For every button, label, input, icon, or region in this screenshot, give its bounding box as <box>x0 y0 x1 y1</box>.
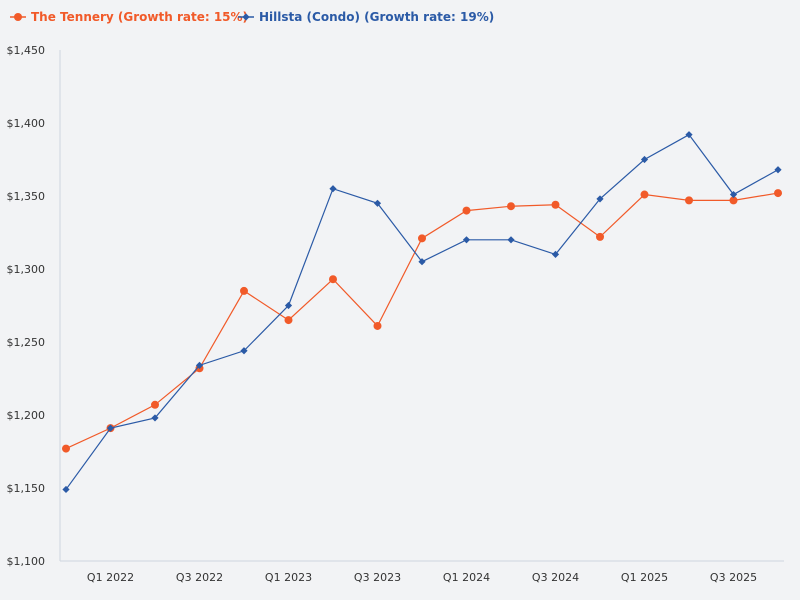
data-point[interactable] <box>729 196 738 205</box>
legend: The Tennery (Growth rate: 15%) Hillsta (C… <box>10 10 494 24</box>
data-point[interactable] <box>551 200 560 209</box>
series-line <box>65 133 779 490</box>
data-point[interactable] <box>195 361 204 369</box>
x-tick-label: Q1 2022 <box>87 571 134 584</box>
x-tick-label: Q3 2024 <box>532 571 579 584</box>
x-tick-label: Q1 2025 <box>621 571 668 584</box>
data-point[interactable] <box>596 195 604 203</box>
y-tick-label: $1,450 <box>7 44 46 57</box>
data-point[interactable] <box>151 414 159 422</box>
y-tick-label: $1,300 <box>7 263 46 276</box>
data-point[interactable] <box>596 232 604 241</box>
data-point[interactable] <box>729 190 738 199</box>
data-point[interactable] <box>240 286 248 295</box>
series-layer <box>62 131 782 494</box>
x-tick-label: Q1 2023 <box>265 571 312 584</box>
legend-label: The Tennery (Growth rate: 15%) <box>31 10 248 24</box>
data-point[interactable] <box>329 275 337 284</box>
x-tick-label: Q3 2023 <box>354 571 401 584</box>
x-tick-label: Q3 2022 <box>176 571 223 584</box>
legend-marker <box>14 13 22 21</box>
y-tick-label: $1,350 <box>7 190 46 203</box>
data-point[interactable] <box>373 199 382 207</box>
series-tennery <box>62 189 782 453</box>
y-tick-label: $1,100 <box>7 555 46 568</box>
legend-marker <box>242 13 250 21</box>
data-point[interactable] <box>240 347 248 355</box>
y-tick-label: $1,400 <box>7 117 46 130</box>
data-point[interactable] <box>373 321 382 330</box>
legend-label: Hillsta (Condo) (Growth rate: 19%) <box>259 10 494 24</box>
data-point[interactable] <box>507 236 515 244</box>
data-point[interactable] <box>329 185 337 193</box>
data-point[interactable] <box>418 234 426 243</box>
chart-axes: $1,100 $1,150 $1,200 $1,250 $1,300 $1,350 $1,4… <box>7 44 784 584</box>
data-point[interactable] <box>284 301 293 310</box>
data-point[interactable] <box>462 206 471 215</box>
data-point[interactable] <box>106 424 115 432</box>
data-point[interactable] <box>62 485 70 494</box>
data-point[interactable] <box>774 189 782 198</box>
data-point[interactable] <box>685 196 693 205</box>
data-point[interactable] <box>551 250 560 258</box>
data-point[interactable] <box>418 258 426 266</box>
legend-item-tennery[interactable]: The Tennery (Growth rate: 15%) <box>10 10 248 24</box>
legend-item-hillsta[interactable]: Hillsta (Condo) (Growth rate: 19%) <box>238 10 494 24</box>
data-point[interactable] <box>151 400 159 409</box>
y-tick-label: $1,200 <box>7 409 46 422</box>
data-point[interactable] <box>507 202 515 211</box>
data-point[interactable] <box>462 236 471 244</box>
data-point[interactable] <box>284 316 293 325</box>
x-tick-label: Q3 2025 <box>710 571 757 584</box>
data-point[interactable] <box>62 444 70 453</box>
data-point[interactable] <box>640 190 649 199</box>
data-point[interactable] <box>640 155 649 164</box>
x-tick-label: Q1 2024 <box>443 571 490 584</box>
data-point[interactable] <box>685 131 693 139</box>
series-hillsta <box>62 131 782 494</box>
data-point[interactable] <box>774 166 782 174</box>
y-tick-label: $1,150 <box>7 482 46 495</box>
series-line <box>65 192 779 450</box>
y-tick-label: $1,250 <box>7 336 46 349</box>
